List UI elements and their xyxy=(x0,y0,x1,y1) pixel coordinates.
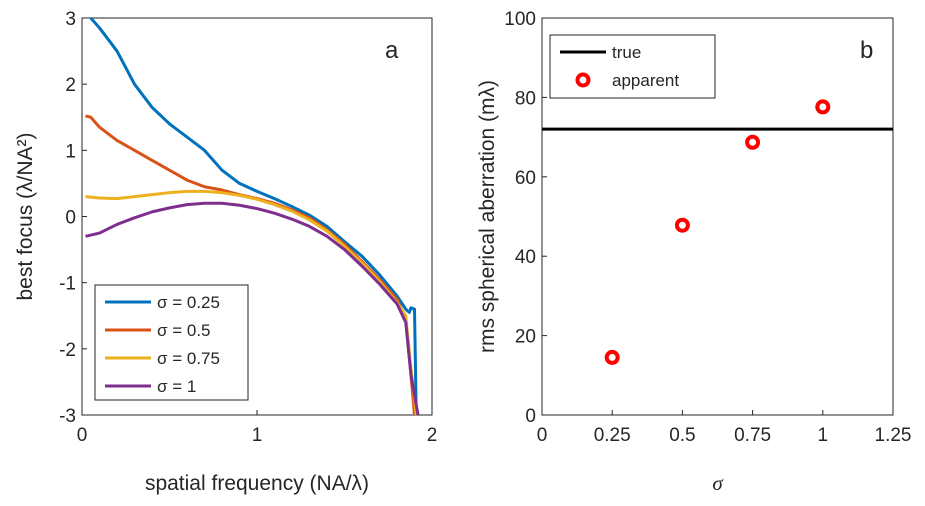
legend-swatch xyxy=(575,72,591,88)
legend-label: σ = 0.5 xyxy=(157,321,211,340)
y-tick-label: 3 xyxy=(65,9,76,30)
x-tick-label: 2 xyxy=(427,425,438,446)
legend-label: true xyxy=(612,43,641,62)
panel-label: a xyxy=(385,37,399,64)
data-line xyxy=(89,17,418,416)
legend: σ = 0.25 σ = 0.5 σ = 0.75 σ = 1 xyxy=(94,284,249,401)
legend-label: apparent xyxy=(612,71,679,90)
y-tick-label: 2 xyxy=(65,75,76,96)
x-tick-label: 1 xyxy=(252,425,263,446)
y-tick-label: -2 xyxy=(59,340,76,361)
legend-label: σ = 0.75 xyxy=(157,349,220,368)
data-line xyxy=(85,201,420,416)
panel-label: b xyxy=(860,37,873,64)
x-tick-label: 0.25 xyxy=(594,425,631,446)
y-axis-label: rms spherical aberration (mλ) xyxy=(476,80,499,353)
legend-box xyxy=(549,34,716,99)
y-tick-label: 40 xyxy=(515,247,536,268)
legend: true apparent xyxy=(549,34,716,99)
x-tick-label: 0.75 xyxy=(734,425,771,446)
x-tick-label: 1 xyxy=(818,425,829,446)
y-tick-label: 80 xyxy=(515,88,536,109)
axes-box xyxy=(541,17,894,416)
x-axis-label: σ xyxy=(712,471,724,495)
data-point xyxy=(674,217,690,233)
subplot: 0 1 2 -3 -2 -1 0 1 2 3 spatial frequency (NA/λ) bes… xyxy=(14,9,437,495)
y-tick-label: 60 xyxy=(515,168,536,189)
y-axis-label: best focus (λ/NA²) xyxy=(14,132,37,300)
x-tick-label: 1.25 xyxy=(875,425,912,446)
data-point xyxy=(745,134,761,150)
data-point xyxy=(604,349,620,365)
subplot: 0 0.25 0.5 0.75 1 1.25 0 20 40 60 80 100 σ rms spheri… xyxy=(476,9,911,495)
y-tick-label: -3 xyxy=(59,406,76,427)
x-tick-label: 0 xyxy=(77,425,88,446)
y-tick-label: 1 xyxy=(65,141,76,162)
y-tick-label: 100 xyxy=(504,9,536,30)
legend-box xyxy=(94,284,249,401)
x-tick-label: 0.5 xyxy=(669,425,695,446)
legend-label: σ = 0.25 xyxy=(157,293,220,312)
y-tick-label: 0 xyxy=(525,406,536,427)
y-tick-label: -1 xyxy=(59,274,76,295)
x-tick-label: 0 xyxy=(537,425,548,446)
legend-label: σ = 1 xyxy=(157,377,196,396)
y-tick-label: 0 xyxy=(65,208,76,229)
y-tick-label: 20 xyxy=(515,327,536,348)
x-axis-label: spatial frequency (NA/λ) xyxy=(145,472,369,495)
data-point xyxy=(815,99,831,115)
